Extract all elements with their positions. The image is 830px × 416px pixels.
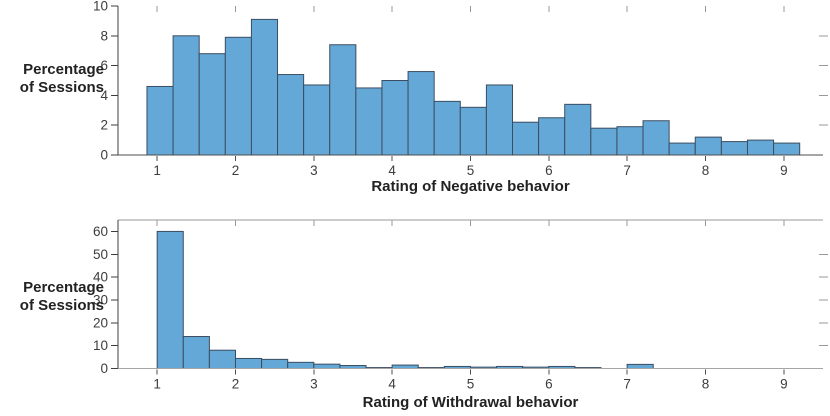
histogram-bar: [626, 363, 654, 369]
x-tick-label: 1: [153, 163, 161, 178]
histogram-bar: [668, 142, 696, 156]
x-tick-label: 2: [232, 163, 240, 178]
y-axis-label-line: Percentage: [23, 279, 104, 296]
y-tick-label: 4: [100, 88, 108, 103]
y-tick-label: 10: [93, 338, 108, 353]
withdrawal-behavior-plot-area: 0 10 20 30 40 50 60 1 2 3 4 5 6 7 8 9: [93, 219, 828, 392]
histogram-bar: [250, 18, 279, 156]
y-tick-label: 20: [93, 315, 108, 330]
histogram-bar: [208, 349, 236, 370]
histogram-bar: [616, 126, 644, 156]
x-axis-label-withdrawal: Rating of Withdrawal behavior: [362, 394, 579, 411]
x-tick-label: 9: [780, 377, 788, 392]
y-tick-label: 6: [100, 58, 108, 73]
x-tick-label: 7: [623, 377, 631, 392]
x-tick-label: 7: [623, 163, 631, 178]
y-axis-label-withdrawal: Percentage of Sessions: [0, 279, 104, 315]
x-tick-label: 3: [310, 163, 318, 178]
histogram-bar: [391, 364, 419, 370]
histogram-bar: [485, 84, 514, 156]
y-axis-label-line: of Sessions: [19, 79, 104, 96]
x-tick-label: 3: [310, 377, 318, 392]
histogram-bar: [512, 121, 540, 156]
x-tick-label: 5: [467, 377, 475, 392]
x-tick-label: 8: [702, 163, 710, 178]
histogram-bar: [381, 80, 409, 156]
histogram-bar: [407, 71, 435, 156]
histogram-bar: [303, 84, 331, 156]
histogram-bar: [355, 87, 383, 156]
histogram-bar: [277, 74, 305, 156]
y-tick-label: 0: [100, 148, 108, 163]
x-tick-label: 5: [467, 163, 475, 178]
y-tick-label: 60: [93, 224, 108, 239]
histogram-bar: [172, 35, 200, 156]
histogram-bar: [224, 36, 252, 156]
histogram-bar: [459, 106, 487, 156]
y-axis-label-line: of Sessions: [19, 297, 104, 314]
y-tick-label: 50: [93, 247, 108, 262]
histogram-bar: [642, 120, 670, 156]
x-tick-label: 4: [388, 163, 396, 178]
histogram-bar: [146, 85, 174, 156]
histogram-bar: [329, 44, 357, 156]
histogram-bar: [156, 230, 184, 370]
x-tick-label: 6: [545, 377, 553, 392]
histogram-bar: [538, 117, 566, 156]
histogram-bar: [746, 139, 775, 156]
y-tick-label: 10: [93, 0, 108, 14]
y-axis-label-negative: Percentage of Sessions: [0, 61, 104, 97]
x-tick-label: 1: [153, 377, 161, 392]
y-tick-label: 0: [100, 361, 108, 376]
y-tick-label: 8: [100, 28, 108, 43]
histogram-bar: [313, 363, 341, 370]
histogram-bar: [564, 103, 592, 156]
histogram-bar: [773, 142, 801, 156]
histogram-bar: [590, 127, 618, 156]
histogram-bar: [234, 357, 263, 369]
histogram-bar: [182, 336, 210, 370]
histogram-bar: [198, 53, 226, 156]
x-tick-label: 8: [702, 377, 710, 392]
x-tick-label: 2: [232, 377, 240, 392]
histogram-bar: [720, 141, 748, 156]
x-tick-label: 9: [780, 163, 788, 178]
histogram-bar: [261, 358, 289, 370]
histogram-bar: [433, 100, 461, 156]
y-axis-label-line: Percentage: [23, 61, 104, 78]
y-tick-label: 2: [100, 118, 108, 133]
x-tick-label: 4: [388, 377, 396, 392]
histogram-bar: [287, 361, 315, 370]
x-axis-label-negative: Rating of Negative behavior: [371, 178, 570, 195]
histogram-bar: [694, 136, 722, 156]
x-tick-label: 6: [545, 163, 553, 178]
y-tick-label: 40: [93, 270, 108, 285]
y-tick-label: 30: [93, 292, 108, 307]
